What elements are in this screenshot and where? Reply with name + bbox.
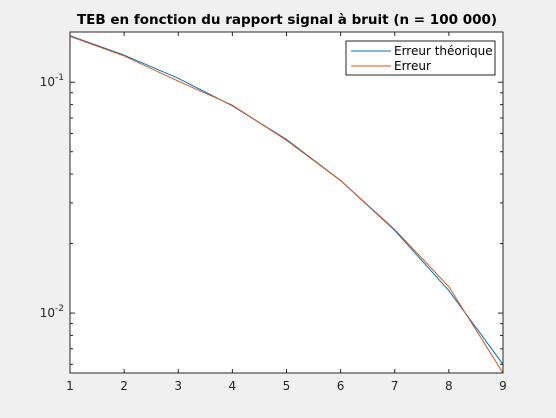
plot-area [70, 32, 503, 373]
legend-box [345, 40, 496, 76]
x-tick-label: 6 [337, 379, 345, 393]
x-tick-label: 7 [391, 379, 399, 393]
legend-label-2: Erreur [394, 59, 431, 73]
series-line-1 [69, 35, 504, 365]
x-tick-label: 2 [120, 379, 128, 393]
plot-frame [69, 31, 504, 374]
x-tick-label: 8 [445, 379, 453, 393]
tick-layer: 1 2 3 4 5 6 7 8 9 10-1 10-2 [40, 32, 507, 393]
series-layer [69, 35, 504, 374]
chart-title: TEB en fonction du rapport signal à brui… [77, 12, 497, 28]
x-tick-label: 5 [283, 379, 291, 393]
legend-label-1: Erreur théorique [394, 44, 493, 58]
y-tick-label: 10-1 [40, 73, 64, 89]
x-tick-label: 1 [66, 379, 74, 393]
x-tick-label: 9 [499, 379, 507, 393]
series-line-2 [69, 35, 504, 374]
x-tick-label: 4 [229, 379, 237, 393]
x-tick-label: 3 [174, 379, 182, 393]
y-tick-label: 10-2 [40, 304, 64, 320]
